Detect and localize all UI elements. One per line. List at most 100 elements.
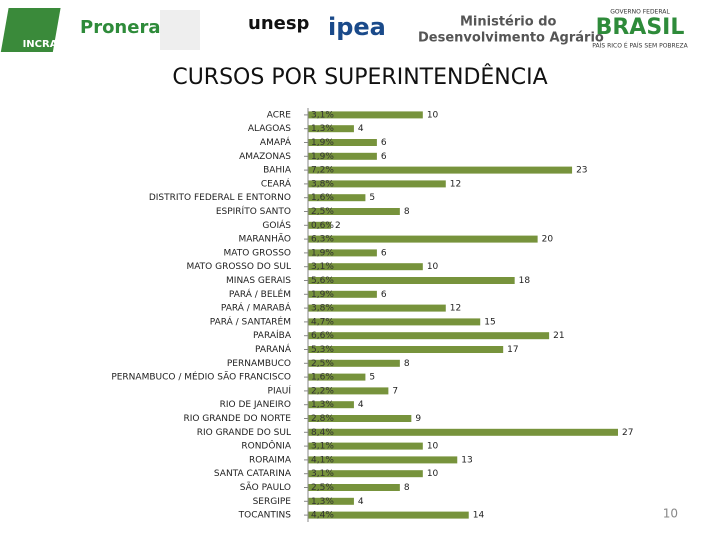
value-label: 6 (381, 138, 387, 148)
chart-title: CURSOS POR SUPERINTENDÊNCIA (172, 64, 547, 90)
percent-label: 1,3% (311, 497, 334, 507)
logo-text: PAÍS RICO É PAÍS SEM POBREZA (592, 42, 688, 50)
bar (308, 442, 423, 450)
bar (308, 511, 469, 519)
y-tick-label: AMAPÁ (260, 136, 292, 148)
bar (308, 359, 400, 367)
value-label: 15 (484, 317, 495, 327)
bar (308, 332, 550, 340)
y-tick-label: SÃO PAULO (240, 482, 291, 493)
percent-label: 2,5% (311, 483, 334, 493)
value-label: 17 (507, 345, 518, 355)
y-tick-label: RIO GRANDE DO SUL (197, 428, 291, 438)
percent-label: 0,6% (311, 221, 334, 231)
bar (308, 152, 377, 160)
logo-text: Pronera (80, 17, 160, 38)
y-tick-label: TOCANTINS (238, 511, 292, 521)
y-tick-label: PARÁ / SANTARÉM (210, 315, 291, 327)
bar (308, 346, 504, 353)
value-label: 8 (404, 483, 410, 493)
percent-label: 2,5% (311, 359, 334, 369)
percent-label: 4,4% (311, 511, 334, 521)
percent-label: 7,2% (311, 166, 334, 176)
percent-label: 3,1% (311, 469, 334, 479)
value-label: 7 (392, 386, 398, 396)
value-label: 18 (519, 276, 531, 286)
y-tick-label: SERGIPE (253, 497, 292, 507)
bar (308, 180, 446, 188)
y-tick-label: MARANHÃO (238, 234, 291, 245)
y-tick-label: RONDÔNIA (241, 440, 291, 452)
percent-label: 1,3% (311, 124, 334, 134)
y-tick-label: DISTRITO FEDERAL E ENTORNO (149, 193, 291, 203)
value-label: 5 (369, 193, 375, 203)
value-label: 20 (542, 235, 554, 245)
value-label: 6 (381, 248, 387, 258)
bar (308, 139, 377, 146)
value-label: 4 (358, 497, 364, 507)
bar (308, 111, 423, 119)
y-tick-label: PARÁ / MARABÁ (221, 302, 292, 314)
y-tick-label: RIO GRANDE DO NORTE (183, 414, 291, 424)
bar (308, 166, 573, 174)
percent-label: 1,3% (311, 400, 334, 410)
percent-label: 1,9% (311, 138, 334, 148)
y-tick-label: PARANÁ (255, 343, 292, 355)
y-tick-label: PARÁ / BELÉM (229, 288, 291, 300)
logo-text: INCRA (23, 39, 58, 50)
bar (308, 415, 412, 422)
bar (308, 387, 389, 395)
value-label: 12 (450, 304, 461, 314)
value-label: 14 (473, 511, 485, 521)
bar (308, 125, 354, 133)
value-label: 10 (427, 262, 439, 272)
percent-label: 2,2% (311, 386, 334, 396)
bar (308, 497, 354, 505)
incra-logo (0, 8, 61, 52)
bar (308, 208, 400, 215)
value-label: 6 (381, 290, 387, 300)
bar (308, 290, 377, 298)
bar (308, 470, 423, 478)
percent-label: 4,1% (311, 455, 334, 465)
unesco-logo (160, 10, 200, 50)
value-label: 12 (450, 179, 461, 189)
y-tick-label: BAHIA (263, 166, 292, 176)
percent-label: 3,8% (311, 179, 334, 189)
logo-text: Ministério do (460, 15, 557, 30)
value-label: 27 (622, 428, 633, 438)
y-tick-label: PERNAMBUCO (227, 359, 291, 369)
bar (308, 235, 538, 243)
bar (308, 318, 481, 326)
value-label: 6 (381, 152, 387, 162)
percent-label: 1,6% (311, 193, 334, 203)
percent-label: 1,9% (311, 152, 334, 162)
y-tick-label: GOIÁS (262, 219, 291, 231)
percent-label: 3,1% (311, 262, 334, 272)
bar (308, 263, 423, 271)
percent-label: 2,8% (311, 414, 334, 424)
header-logos: INCRA Pronera unesp ipea Ministério do D… (0, 8, 689, 52)
y-tick-label: ACRE (267, 110, 292, 120)
y-tick-label: PIAUÍ (268, 384, 292, 396)
bar (308, 249, 377, 257)
value-label: 10 (427, 110, 439, 120)
percent-label: 1,6% (311, 373, 334, 383)
y-tick-label: PARAÍBA (253, 329, 292, 341)
bar (308, 401, 354, 409)
bar (308, 194, 366, 202)
bar (308, 428, 618, 436)
y-tick-label: SANTA CATARINA (214, 469, 292, 479)
percent-label: 3,1% (311, 110, 334, 120)
percent-label: 1,9% (311, 290, 334, 300)
y-tick-label: CEARÁ (261, 177, 292, 189)
value-label: 23 (576, 166, 587, 176)
percent-label: 5,3% (311, 345, 334, 355)
logo-text: GOVERNO FEDERAL (610, 9, 670, 16)
percent-label: 1,9% (311, 248, 334, 258)
percent-label: 5,6% (311, 276, 334, 286)
percent-label: 6,3% (311, 235, 334, 245)
y-tick-label: RIO DE JANEIRO (220, 400, 291, 410)
value-label: 4 (358, 400, 364, 410)
